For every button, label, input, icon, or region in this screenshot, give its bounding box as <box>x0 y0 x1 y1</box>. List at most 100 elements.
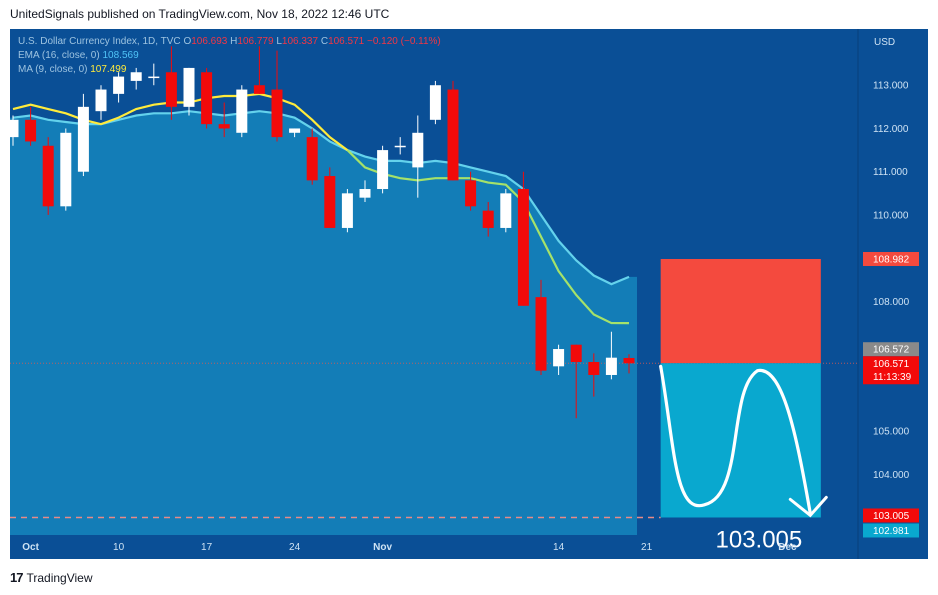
candle-body <box>130 72 142 81</box>
stop-price-tag: 108.982 <box>863 251 919 266</box>
candle <box>447 80 459 181</box>
candle <box>588 353 600 397</box>
candle-body <box>482 210 494 228</box>
candle-body <box>394 145 406 148</box>
candle-body <box>341 193 353 228</box>
candle-body <box>271 89 283 138</box>
candle-body <box>553 349 565 367</box>
candle <box>377 145 389 194</box>
legend-close-label: C <box>320 36 329 47</box>
target-price-tag: 103.005 <box>863 508 919 523</box>
stop-price-tag-bg <box>863 251 919 266</box>
countdown-text: 11:13:39 <box>873 372 912 383</box>
stop-price-tag-text: 108.982 <box>873 254 910 265</box>
candle <box>341 189 353 233</box>
candle <box>42 137 54 215</box>
x-tick-label: 14 <box>553 542 565 553</box>
candle <box>465 171 477 211</box>
legend-open-label: O <box>183 36 192 47</box>
price-chart[interactable]: USD 103.005 113.000 112.000 111.000 110.000… <box>10 29 928 559</box>
candle <box>324 167 336 228</box>
legend-ma-row: MA (9, close, 0) 107.499 <box>18 63 441 77</box>
candle <box>429 80 441 125</box>
legend-low: 106.337 <box>281 36 319 47</box>
ema-area-fill <box>10 111 637 535</box>
candle <box>113 72 125 103</box>
last-price-tag-bg <box>863 356 919 385</box>
ma-line-recent <box>346 149 630 325</box>
candle <box>218 102 230 138</box>
last-price-text: 106.571 <box>873 359 910 370</box>
legend-symbol: U.S. Dollar Currency Index, 1D, TVC <box>18 36 181 47</box>
candle <box>183 67 195 116</box>
x-tick-label: 24 <box>289 542 301 553</box>
candle <box>394 137 406 155</box>
candle-body <box>324 176 336 228</box>
entry-price-tag-text: 106.572 <box>873 345 910 356</box>
candle-body <box>377 150 389 190</box>
candle <box>517 171 529 306</box>
y-tick-label: 113.000 <box>873 81 909 92</box>
legend-high: 106.779 <box>237 36 274 47</box>
tradingview-logo[interactable]: 17 TradingView <box>10 570 93 585</box>
candle-body <box>113 76 125 94</box>
candle-body <box>77 106 89 172</box>
candle <box>165 46 177 120</box>
candle-body <box>306 137 318 181</box>
candle <box>201 67 213 129</box>
x-tick-label: 17 <box>201 542 213 553</box>
candle-body <box>465 180 477 207</box>
x-tick-label: 10 <box>113 542 125 553</box>
target-callout: 103.005 <box>716 526 803 553</box>
target-lower-tag-text: 102.981 <box>873 526 910 537</box>
forecast-path <box>659 364 812 515</box>
candle-body <box>25 119 37 142</box>
last-price-tag: 106.571 11:13:39 <box>863 356 919 385</box>
x-tick-label: Oct <box>22 542 39 553</box>
candle-body <box>359 189 371 198</box>
entry-price-tag-bg <box>863 342 919 357</box>
candle <box>500 189 512 233</box>
candle-body <box>623 357 635 364</box>
candle-body <box>42 145 54 207</box>
legend-ma-value: 107.499 <box>90 64 127 75</box>
candle-body <box>183 67 195 107</box>
candle <box>535 279 547 375</box>
candle <box>570 344 582 419</box>
x-tick-label: Nov <box>373 542 392 553</box>
candle-body <box>253 85 265 94</box>
candle <box>623 354 635 374</box>
x-tick-label: Dec <box>778 542 797 553</box>
candle <box>482 201 494 237</box>
candle <box>412 115 424 198</box>
y-tick-label: 111.000 <box>873 167 908 178</box>
position-tool[interactable] <box>660 258 821 518</box>
y-axis-ticks: 113.000 112.000 111.000 110.000 108.000 105.0… <box>873 81 910 481</box>
candle-body <box>201 72 213 125</box>
take-profit-zone <box>660 363 821 518</box>
candle-body <box>95 89 107 112</box>
candle <box>253 46 265 94</box>
stop-loss-zone <box>660 258 821 364</box>
candle-body <box>588 362 600 375</box>
ma-line-early <box>12 92 349 151</box>
candle-body <box>148 76 160 79</box>
legend-ma-label: MA (9, close, 0) <box>18 64 88 75</box>
publisher-line: UnitedSignals published on TradingView.c… <box>10 7 390 21</box>
price-labels: 108.982 106.572 106.571 11:13:39 103.005 102.… <box>863 251 919 538</box>
legend-symbol-row: U.S. Dollar Currency Index, 1D, TVC O 106… <box>18 35 441 49</box>
candle <box>236 85 248 138</box>
candle-body <box>447 89 459 181</box>
candle-body <box>412 132 424 168</box>
candle <box>77 93 89 177</box>
candle-body <box>517 189 529 306</box>
forecast-arrow[interactable]: 103.005 <box>659 364 828 553</box>
candle-body <box>218 124 230 129</box>
arrow-down-icon <box>788 495 828 518</box>
x-tick-label: 21 <box>641 542 653 553</box>
candle-body <box>429 85 441 120</box>
legend-change: −0.120 (−0.11%) <box>367 36 441 47</box>
y-tick-label: 105.000 <box>873 427 910 438</box>
chart-container[interactable]: USD 103.005 113.000 112.000 111.000 110.000… <box>10 29 928 559</box>
candle-body <box>10 119 19 138</box>
